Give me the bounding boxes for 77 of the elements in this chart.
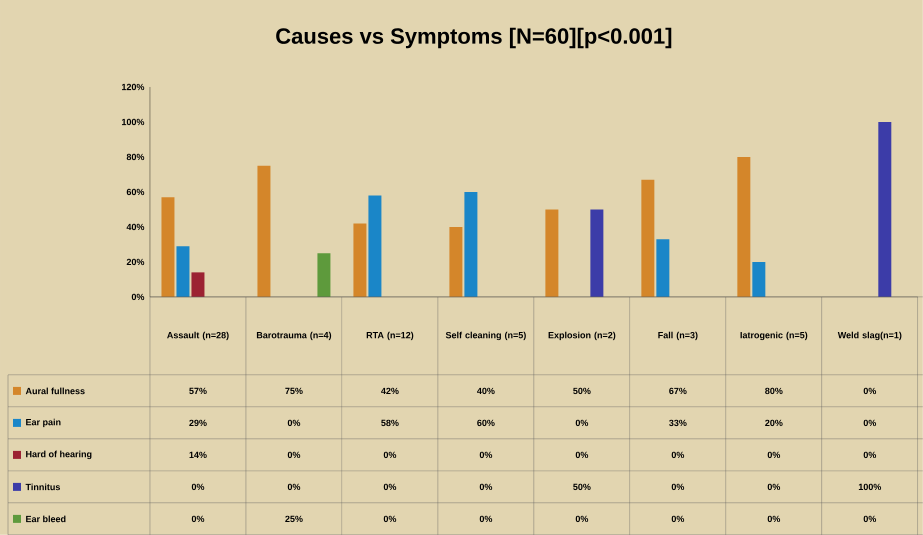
data-label: 29% xyxy=(189,420,207,426)
legend-label: Ear bleed xyxy=(26,516,66,522)
data-label: 33% xyxy=(669,420,687,426)
bar xyxy=(752,262,766,297)
data-label: 0% xyxy=(672,484,684,490)
data-label: 0% xyxy=(576,516,588,522)
data-label: 50% xyxy=(573,388,591,394)
data-label: 67% xyxy=(669,388,687,394)
bar xyxy=(737,156,750,297)
data-label: 0% xyxy=(480,516,492,522)
bar xyxy=(368,195,382,297)
chart-title: Causes vs Symptoms [N=60][p<0.001] xyxy=(276,28,672,48)
bar xyxy=(449,226,462,297)
data-label: 14% xyxy=(190,452,207,458)
data-label: 0% xyxy=(384,452,396,458)
legend-label: Tinnitus xyxy=(26,484,60,490)
bar xyxy=(545,209,558,297)
data-label: 0% xyxy=(288,420,300,426)
bar xyxy=(656,239,670,297)
data-label: 60% xyxy=(477,420,495,426)
y-tick-label: 0% xyxy=(132,294,144,300)
bar xyxy=(161,197,174,297)
bar xyxy=(257,166,270,297)
data-label: 40% xyxy=(477,388,495,394)
bar xyxy=(590,209,604,297)
y-tick-label: 120% xyxy=(122,84,144,90)
data-label: 0% xyxy=(864,420,876,426)
y-tick-label: 20% xyxy=(126,258,144,266)
x-tick-label: Assault (n=28) xyxy=(167,332,229,340)
data-label: 0% xyxy=(480,452,492,458)
y-tick-label: 100% xyxy=(122,118,144,126)
bar xyxy=(353,223,366,297)
x-tick-label: Explosion (n=2) xyxy=(548,332,616,340)
data-label: 0% xyxy=(672,452,684,458)
data-label: 0% xyxy=(672,516,684,522)
legend-label: Aural fullness xyxy=(26,388,85,394)
data-label: 0% xyxy=(864,388,876,394)
bar xyxy=(176,246,190,297)
y-tick-label: 40% xyxy=(126,224,144,230)
x-tick-label: Fall (n=3) xyxy=(658,332,698,340)
data-label: 0% xyxy=(384,484,396,490)
data-label: 0% xyxy=(768,516,780,522)
data-label: 0% xyxy=(288,484,300,490)
bar xyxy=(317,253,330,297)
data-label: 0% xyxy=(768,452,780,458)
data-label: 0% xyxy=(384,516,396,522)
data-label: 57% xyxy=(189,388,207,394)
data-label: 25% xyxy=(285,516,303,522)
bar xyxy=(641,180,654,297)
data-label: 80% xyxy=(765,388,783,394)
x-tick-label: RTA (n=12) xyxy=(366,332,414,340)
y-tick-label: 60% xyxy=(126,188,144,196)
data-label: 0% xyxy=(576,452,588,458)
data-label: 0% xyxy=(288,452,300,458)
legend-label: Ear pain xyxy=(26,418,60,428)
data-label: 50% xyxy=(573,484,591,490)
data-label: 0% xyxy=(576,420,588,426)
data-label: 0% xyxy=(864,452,876,458)
x-tick-label: Iatrogenic (n=5) xyxy=(740,332,808,340)
bar xyxy=(191,272,204,297)
bar xyxy=(464,192,478,297)
bar xyxy=(878,122,892,297)
data-label: 0% xyxy=(480,484,492,490)
data-label: 58% xyxy=(381,420,399,426)
data-label: 75% xyxy=(285,388,303,394)
data-label: 42% xyxy=(381,388,399,394)
x-tick-label: Self cleaning (n=5) xyxy=(446,332,526,340)
data-label: 0% xyxy=(864,516,876,522)
x-tick-label: Weld slag(n=1) xyxy=(838,332,902,340)
y-tick-label: 80% xyxy=(126,154,144,160)
x-tick-label: Barotrauma (n=4) xyxy=(256,332,332,340)
data-label: 100% xyxy=(858,484,882,490)
data-label: 20% xyxy=(765,420,783,426)
data-label: 0% xyxy=(192,484,204,490)
data-label: 0% xyxy=(768,484,780,490)
legend-label: Hard of hearing xyxy=(26,450,92,460)
data-label: 0% xyxy=(192,516,204,522)
